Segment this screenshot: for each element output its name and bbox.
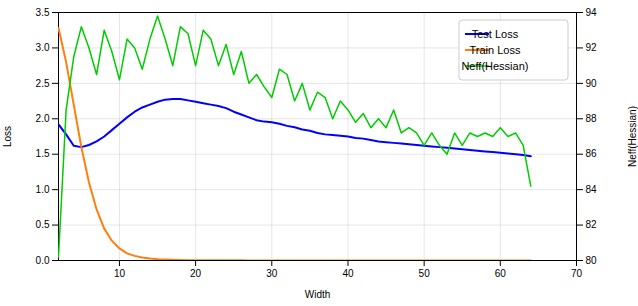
svg-text:1.0: 1.0: [36, 184, 50, 195]
svg-text:70: 70: [571, 268, 583, 279]
svg-text:82: 82: [586, 219, 598, 230]
svg-text:0.5: 0.5: [36, 219, 50, 230]
svg-text:3.5: 3.5: [36, 7, 50, 18]
svg-text:Train Loss: Train Loss: [469, 44, 520, 56]
svg-text:90: 90: [586, 78, 598, 89]
svg-text:80: 80: [586, 255, 598, 266]
svg-text:50: 50: [419, 268, 431, 279]
svg-text:94: 94: [586, 7, 598, 18]
svg-text:60: 60: [495, 268, 507, 279]
svg-text:Loss: Loss: [2, 126, 13, 147]
svg-text:86: 86: [586, 148, 598, 159]
svg-text:2.5: 2.5: [36, 78, 50, 89]
svg-text:20: 20: [190, 268, 202, 279]
svg-text:0.0: 0.0: [36, 255, 50, 266]
svg-text:3.0: 3.0: [36, 42, 50, 53]
svg-text:Neff(Hessian): Neff(Hessian): [461, 60, 528, 72]
svg-text:Width: Width: [305, 289, 331, 300]
svg-text:2.0: 2.0: [36, 113, 50, 124]
svg-text:84: 84: [586, 184, 598, 195]
svg-text:40: 40: [342, 268, 354, 279]
svg-text:Test Loss: Test Loss: [472, 28, 519, 40]
svg-text:88: 88: [586, 113, 598, 124]
svg-text:Neff(Hessian): Neff(Hessian): [627, 106, 638, 167]
svg-text:1.5: 1.5: [36, 148, 50, 159]
svg-text:10: 10: [114, 268, 126, 279]
svg-text:30: 30: [266, 268, 278, 279]
svg-text:92: 92: [586, 42, 598, 53]
